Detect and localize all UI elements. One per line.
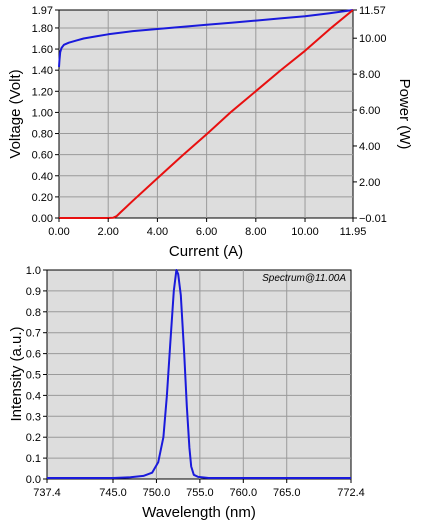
y2-tick-label: 2.00: [359, 177, 380, 189]
x-tick-label: 755.0: [186, 487, 214, 499]
y-tick-label: 0.9: [26, 286, 41, 298]
y2-tick-label: −0.01: [359, 213, 387, 225]
y-tick-label: 0.1: [26, 453, 41, 465]
chart-top: 0.00 2.00 4.00 6.00 8.00 10.00 11.95 0.000.200…: [7, 5, 413, 260]
y-tick-label: 0.5: [26, 370, 41, 382]
series-bottom: [47, 269, 351, 479]
x-tick-label: 11.95: [340, 226, 367, 238]
y-tick-label: 0.3: [26, 411, 41, 423]
y-tick-label: 1.00: [32, 107, 53, 119]
x-tick-label: 6.00: [196, 226, 217, 238]
y2-axis-label-top: Power (W): [396, 79, 413, 150]
x-tick-label: 750.0: [143, 487, 171, 499]
y-tick-label: 0.2: [26, 432, 41, 444]
x-tick-label: 772.4: [337, 487, 365, 499]
y-tick-label: 0.60: [32, 150, 53, 162]
annotation-bottom: Spectrum@11.00A: [262, 273, 346, 284]
x-tick-label: 2.00: [97, 226, 118, 238]
y-tick-label: 1.20: [32, 86, 53, 98]
y-axis-label-top: Voltage (Volt): [7, 69, 24, 158]
series-line-0: [47, 269, 351, 479]
y-tick-label: 1.97: [32, 5, 53, 17]
series-line-1: [59, 9, 354, 219]
y-tick-label: 1.80: [32, 23, 53, 35]
x-tick-label: 0.00: [48, 226, 69, 238]
x-tick-label: 745.0: [99, 487, 127, 499]
y-ticks-top: 0.00 0.20 0.40 0.60 0.80 1.00 1.20 1.40 1.60 1.80…: [32, 5, 59, 225]
y-tick-label: 0.80: [32, 129, 53, 141]
y2-tick-label: 10.00: [359, 33, 387, 45]
x-ticks-bottom: 737.4 745.0 750.0 755.0 760.0 765.0 772.4: [33, 479, 365, 499]
y-tick-label: 1.60: [32, 44, 53, 56]
y-tick-label: 0.20: [32, 192, 53, 204]
y2-tick-label: 6.00: [359, 105, 380, 117]
y-tick-label: 0.4: [26, 390, 41, 402]
x-tick-label: 760.0: [230, 487, 258, 499]
x-tick-label: 765.0: [273, 487, 301, 499]
x-ticks-top: 0.00 2.00 4.00 6.00 8.00 10.00 11.95: [48, 218, 366, 238]
grid-top: [59, 10, 353, 218]
y-tick-label: 0.8: [26, 307, 41, 319]
x-tick-label: 4.00: [147, 226, 168, 238]
y-tick-label: 0.40: [32, 171, 53, 183]
grid-bottom: [47, 270, 351, 479]
series-top: [58, 9, 354, 219]
x-axis-label-top: Current (A): [169, 243, 243, 260]
x-tick-label: 8.00: [245, 226, 266, 238]
y-tick-label: 1.0: [26, 265, 41, 277]
y-tick-label: 0.0: [26, 474, 41, 486]
y-tick-label: 0.7: [26, 328, 41, 340]
x-axis-label-bottom: Wavelength (nm): [142, 504, 256, 521]
y-tick-label: 0.6: [26, 349, 41, 361]
plot-area-top: [58, 9, 354, 219]
y2-tick-label: 11.57: [359, 5, 386, 17]
y2-tick-label: 4.00: [359, 141, 380, 153]
y2-ticks-top: −0.01 2.00 4.00 6.00 8.00 10.00 11.57: [353, 5, 387, 225]
x-tick-label: 737.4: [33, 487, 61, 499]
series-line-0: [58, 9, 354, 68]
y-ticks-bottom: 0.0 0.1 0.2 0.3 0.4 0.5 0.6 0.7 0.8 0.9 1.0: [26, 265, 47, 486]
y-tick-label: 1.40: [32, 65, 53, 77]
y-tick-label: 0.00: [32, 213, 53, 225]
y-axis-label-bottom: Intensity (a.u.): [8, 326, 25, 421]
y2-tick-label: 8.00: [359, 69, 380, 81]
x-tick-label: 10.00: [291, 226, 319, 238]
chart-bottom: 737.4 745.0 750.0 755.0 760.0 765.0 772.4 0.00…: [8, 265, 365, 521]
